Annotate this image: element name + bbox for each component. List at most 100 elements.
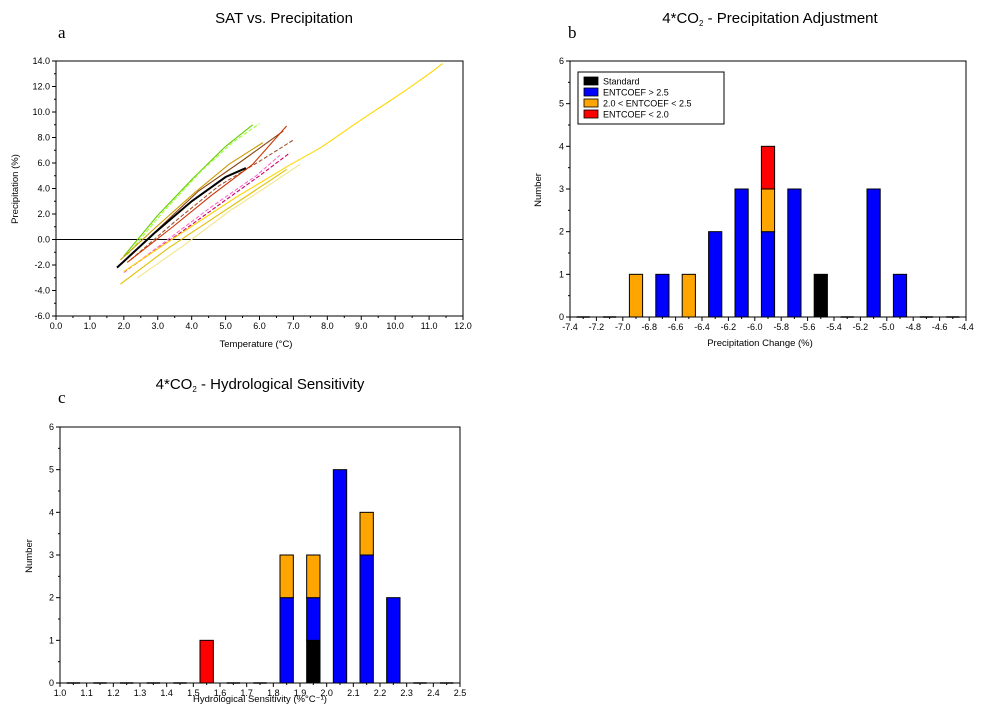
panel-a-series-line bbox=[120, 142, 264, 261]
panel-b-y-tick-label: 3 bbox=[559, 184, 564, 194]
panel-a-series-line bbox=[120, 168, 287, 285]
panel-c-bar-segment-high bbox=[279, 597, 294, 684]
panel-a-x-tick-label: 8.0 bbox=[321, 321, 334, 331]
panel-b-y-tick-label: 2 bbox=[559, 227, 564, 237]
panel-c-x-tick-label: 2.5 bbox=[454, 688, 467, 698]
panel-b-x-tick-label: -5.0 bbox=[879, 322, 895, 332]
panel-c-y-tick-label: 6 bbox=[49, 422, 54, 432]
panel-c-x-tick-label: 1.8 bbox=[267, 688, 280, 698]
panel-b-bar-segment-standard bbox=[813, 273, 828, 318]
panel-c-x-tick-label: 2.3 bbox=[400, 688, 413, 698]
panel-c-bar-segment-mid bbox=[279, 554, 294, 599]
panel-c-bar-chart: c 4*CO2 - Hydrological Sensitivity 1.0 1.… bbox=[24, 376, 466, 705]
panel-a-y-tick-label: -4.0 bbox=[34, 286, 50, 296]
panel-a-series-line bbox=[120, 130, 284, 266]
panel-a-series-line bbox=[123, 154, 281, 274]
panel-b-bar-segment-mid bbox=[681, 273, 696, 318]
panel-c-title: 4*CO2 - Hydrological Sensitivity bbox=[156, 376, 365, 394]
panel-b-x-tick-label: -5.6 bbox=[800, 322, 816, 332]
panel-c-bar-segment-mid bbox=[306, 554, 321, 599]
panel-c-title-main: 4*CO bbox=[156, 376, 193, 393]
panel-b-bar-segment-high bbox=[734, 188, 749, 318]
panel-b-x-axis-label: Precipitation Change (%) bbox=[707, 338, 813, 349]
panel-c-x-tick-label: 1.3 bbox=[134, 688, 147, 698]
panel-a-y-tick-label: 14.0 bbox=[32, 56, 50, 66]
panel-c-y-tick-label: 1 bbox=[49, 635, 54, 645]
panel-a-x-tick-label: 1.0 bbox=[84, 321, 97, 331]
panel-a-x-tick-label: 11.0 bbox=[421, 321, 438, 331]
panel-b-plot-area: -7.4 -7.2 -7.0 -6.8 -6.6 -6.4 -6.2 -6.0 -5.8 -5.6… bbox=[559, 56, 974, 332]
panel-a-letter: a bbox=[58, 23, 66, 42]
panel-a-title: SAT vs. Precipitation bbox=[215, 10, 353, 27]
panel-c-y-tick-label: 2 bbox=[49, 593, 54, 603]
panel-c-bar-segment-high bbox=[386, 597, 401, 684]
panel-a-series-line bbox=[123, 63, 444, 272]
panel-a-y-tick-label: 10.0 bbox=[32, 107, 50, 117]
panel-a-x-tick-label: 4.0 bbox=[185, 321, 198, 331]
panel-b-bar-segment-high bbox=[708, 231, 723, 318]
panel-a-x-tick-label: 6.0 bbox=[253, 321, 266, 331]
panel-b-bar-segment-high bbox=[655, 273, 670, 318]
panel-c-bar-segment-low bbox=[199, 639, 214, 684]
panel-b-legend-swatch-standard bbox=[583, 76, 599, 86]
panel-c-y-tick-label: 0 bbox=[49, 678, 54, 688]
panel-a-series-line bbox=[130, 139, 294, 261]
panel-c-bar-segment-standard bbox=[306, 639, 321, 684]
panel-a-series-line bbox=[123, 124, 254, 257]
panel-c-x-tick-label: 1.6 bbox=[214, 688, 227, 698]
panel-b-x-tick-label: -7.4 bbox=[562, 322, 578, 332]
panel-c-x-axis-label: Hydrological Sensitivity (%°C⁻¹) bbox=[193, 694, 327, 705]
panel-b-x-tick-label: -7.2 bbox=[589, 322, 605, 332]
panel-b-legend-label: 2.0 < ENTCOEF < 2.5 bbox=[603, 99, 692, 109]
panel-a-y-tick-label: 0.0 bbox=[37, 235, 50, 245]
panel-b-letter: b bbox=[568, 23, 577, 42]
panel-b-x-tick-label: -5.4 bbox=[826, 322, 842, 332]
panel-a-y-tick-label: 6.0 bbox=[37, 158, 50, 168]
panel-b-legend-box bbox=[577, 71, 725, 125]
panel-b-y-tick-label: 1 bbox=[559, 269, 564, 279]
panel-a-y-tick-label: 4.0 bbox=[37, 184, 50, 194]
panel-b-title-rest: - Precipitation Adjustment bbox=[703, 10, 878, 27]
panel-b-y-tick-label: 0 bbox=[559, 312, 564, 322]
panel-b-bar-segment-high bbox=[787, 188, 802, 318]
panel-b-x-tick-label: -7.0 bbox=[615, 322, 631, 332]
panel-c-y-axis-label: Number bbox=[24, 539, 35, 573]
panel-b-legend-swatch-low bbox=[583, 109, 599, 119]
panel-a-y-tick-label: 2.0 bbox=[37, 209, 50, 219]
panel-c-x-tick-label: 2.4 bbox=[427, 688, 440, 698]
panel-c-x-tick-label: 1.1 bbox=[80, 688, 93, 698]
panel-b-bar-segment-high bbox=[892, 273, 908, 318]
panel-c-y-tick-label: 4 bbox=[49, 507, 54, 517]
panel-b-title: 4*CO2 - Precipitation Adjustment bbox=[662, 10, 878, 28]
panel-b-bar-segment-low bbox=[760, 145, 776, 190]
panel-b-x-tick-label: -4.6 bbox=[932, 322, 948, 332]
panel-a-y-tick-label: -2.0 bbox=[34, 260, 50, 270]
panel-c-bar-segment-high bbox=[332, 469, 348, 684]
panel-b-bar-segment-high bbox=[760, 231, 776, 318]
panel-c-x-tick-label: 1.2 bbox=[107, 688, 120, 698]
panel-a-x-tick-label: 10.0 bbox=[386, 321, 404, 331]
panel-c-y-tick-label: 5 bbox=[49, 465, 54, 475]
panel-b-x-tick-label: -6.8 bbox=[641, 322, 657, 332]
panel-b-x-tick-label: -6.0 bbox=[747, 322, 763, 332]
panel-c-x-tick-label: 1.4 bbox=[160, 688, 173, 698]
panel-c-title-rest: - Hydrological Sensitivity bbox=[197, 376, 365, 393]
panel-c-x-tick-label: 2.1 bbox=[347, 688, 360, 698]
panel-b-bar-segment-high bbox=[866, 188, 881, 318]
panel-b-x-tick-label: -6.4 bbox=[694, 322, 710, 332]
panel-a-x-tick-label: 9.0 bbox=[355, 321, 368, 331]
panel-a-x-tick-label: 12.0 bbox=[454, 321, 472, 331]
panel-c-bar-segment-high bbox=[359, 554, 374, 684]
panel-b-x-tick-label: -6.6 bbox=[668, 322, 684, 332]
panel-b-y-tick-label: 6 bbox=[559, 56, 564, 66]
panel-c-letter: c bbox=[58, 388, 66, 407]
panel-b-bar-segment-mid bbox=[760, 188, 776, 233]
panel-a-x-tick-label: 2.0 bbox=[118, 321, 131, 331]
panel-c-bar-segment-mid bbox=[359, 511, 374, 556]
panel-b-y-axis-label: Number bbox=[533, 173, 544, 207]
panel-b-bar-segment-mid bbox=[628, 273, 644, 318]
panel-a-x-tick-label: 0.0 bbox=[50, 321, 63, 331]
panel-c-plot-area: 1.0 1.1 1.2 1.3 1.4 1.5 1.6 1.7 1.8 1.9 2.0 2.1 2.2 2… bbox=[49, 422, 466, 698]
panel-b-y-tick-label: 5 bbox=[559, 99, 564, 109]
